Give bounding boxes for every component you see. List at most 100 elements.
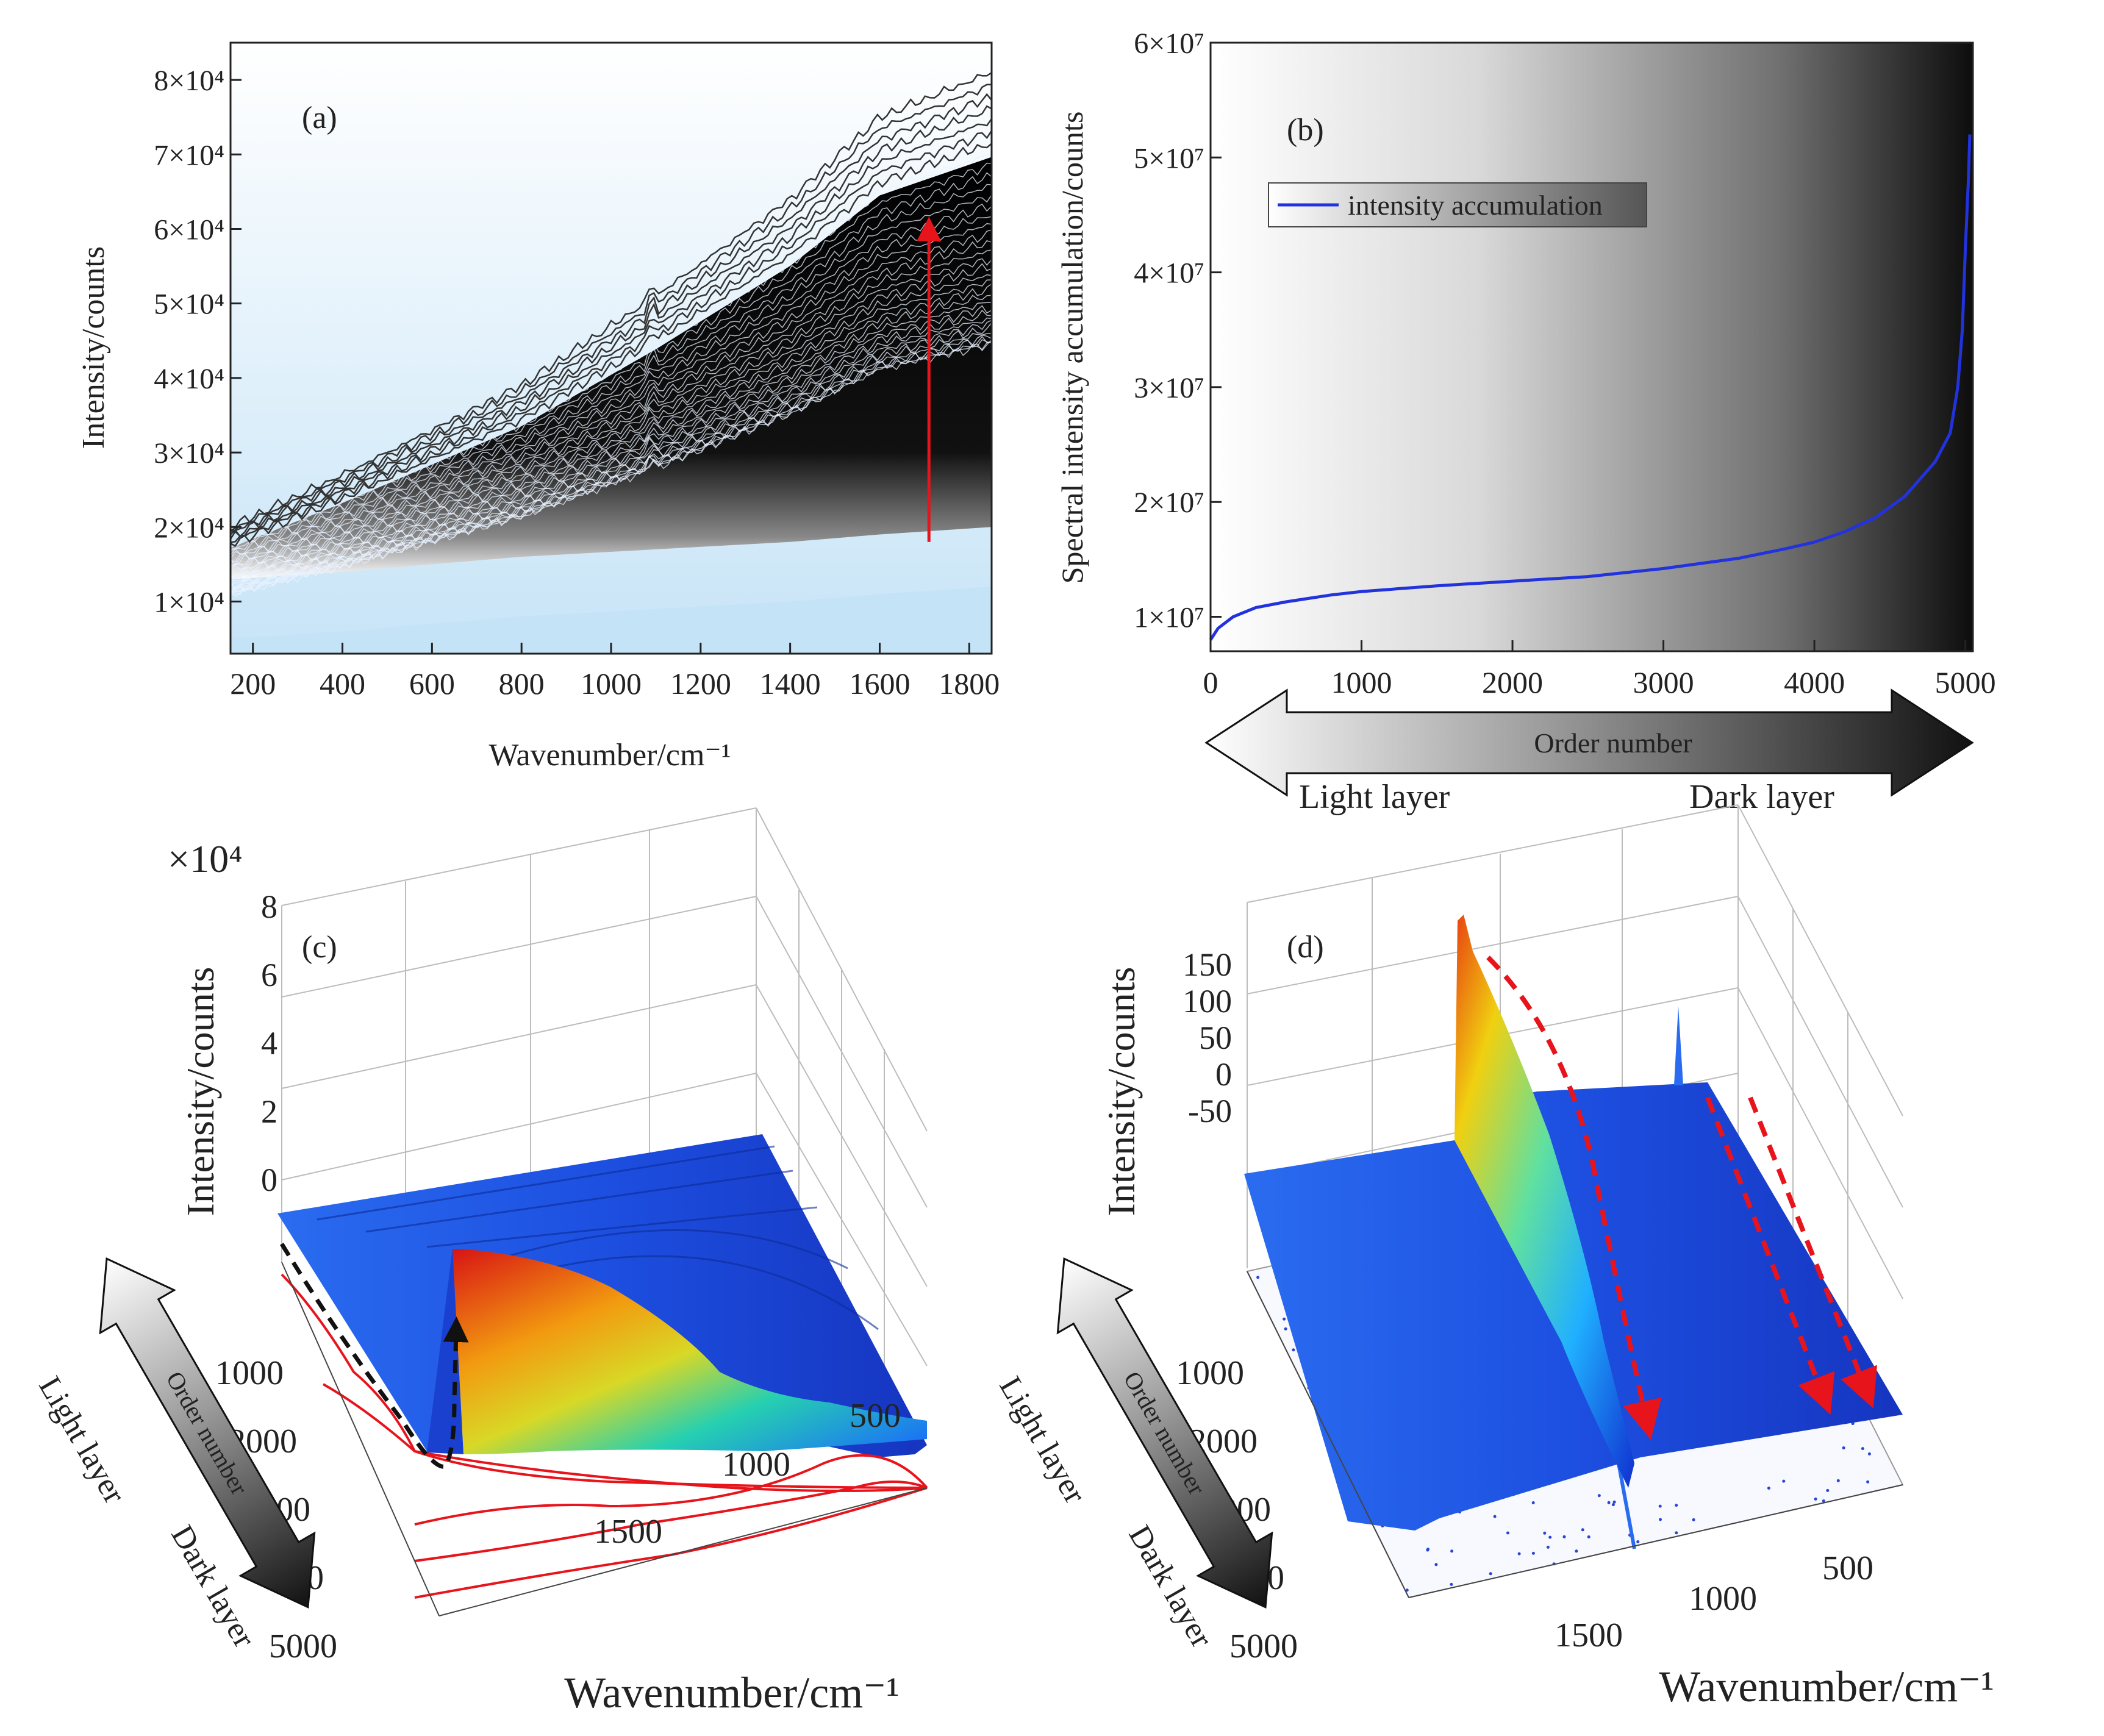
light-layer-text: Light layer xyxy=(992,1371,1092,1509)
axis-line xyxy=(281,1262,440,1616)
x-tick-label: 800 xyxy=(499,666,545,701)
x-tick-label: 1600 xyxy=(849,666,910,701)
y-tick-label: 5×10⁴ xyxy=(154,288,224,321)
red-projection-line xyxy=(414,1481,928,1562)
panel-d-small-peak xyxy=(1674,1006,1683,1085)
panel-d-wavenumber-ticks: 500 1000 1500 xyxy=(1555,1549,1873,1654)
y-tick-label: 2×10⁷ xyxy=(1134,487,1204,519)
panel-c-grid xyxy=(281,807,928,1415)
spectrum-line xyxy=(230,172,992,552)
panel-c-surface-color-lower xyxy=(427,1249,463,1454)
panel-a-xlabel: Wavenumber/cm⁻¹ xyxy=(489,738,731,773)
order-tick-label: 1000 xyxy=(215,1354,284,1392)
floor-dot xyxy=(1636,1540,1640,1543)
ridge-line xyxy=(426,1206,818,1248)
floor-dot xyxy=(1531,1551,1535,1555)
panel-d-light-layer: Light layer xyxy=(992,1371,1092,1509)
floor-dot xyxy=(1597,1494,1601,1498)
panel-b-label: (b) xyxy=(1287,113,1324,148)
x-tick-label: 2000 xyxy=(1482,665,1543,699)
floor-dot xyxy=(1822,1499,1825,1502)
y-tick-label: 7×10⁴ xyxy=(154,139,224,171)
y-tick-label: 6×10⁷ xyxy=(1134,27,1204,60)
floor-dot xyxy=(1866,1480,1870,1484)
spectrum-line xyxy=(230,295,992,585)
floor-dot xyxy=(1548,1535,1552,1539)
floor-dot xyxy=(1426,1548,1430,1552)
order-number-arrow-shape xyxy=(1204,688,1974,797)
floor-dot xyxy=(1517,1552,1521,1556)
grid-line xyxy=(281,896,757,998)
grid-line xyxy=(1247,896,1739,995)
panel-c-ridges xyxy=(317,1145,879,1331)
y-tick-label: 2×10⁴ xyxy=(154,512,224,544)
z-tick-label: -50 xyxy=(1188,1093,1232,1129)
spectrum-line xyxy=(230,203,992,563)
order-tick-label: 1000 xyxy=(1176,1354,1244,1392)
red-projection-line xyxy=(281,1273,928,1489)
spectrum-line xyxy=(230,258,992,575)
x-tick-label: 1000 xyxy=(1331,665,1392,699)
x-tick-label: 600 xyxy=(409,666,455,701)
wavenumber-tick-label: 500 xyxy=(850,1397,901,1435)
x-tick-label: 4000 xyxy=(1784,665,1845,699)
wavenumber-tick-label: 500 xyxy=(1822,1549,1873,1587)
floor-dot xyxy=(1543,1531,1547,1535)
red-projection-line xyxy=(414,1454,928,1526)
x-tick-label: 1200 xyxy=(670,666,731,701)
ridge-line xyxy=(365,1170,793,1233)
floor-dot xyxy=(1867,1452,1871,1456)
panel-c-zlabel: Intensity/counts xyxy=(179,967,222,1216)
y-tick-label: 1×10⁷ xyxy=(1134,602,1204,634)
spectrum-line xyxy=(230,143,992,548)
floor-dot xyxy=(1767,1487,1770,1490)
floor-dot xyxy=(1284,1327,1287,1331)
spectrum-line xyxy=(230,305,992,586)
z-tick-label: 4 xyxy=(261,1025,277,1062)
panel-c-wavenumber-ticks: 500 1000 1500 xyxy=(594,1397,901,1551)
floor-dot xyxy=(1659,1518,1662,1521)
wavenumber-tick-label: 1500 xyxy=(1555,1616,1623,1654)
panel-a: 200 400 600 800 1000 1200 1400 1600 1800 1×10⁴ 2×… xyxy=(76,41,1000,773)
grid-line xyxy=(281,807,757,906)
panel-b-plot-bg xyxy=(1211,43,1973,651)
spectrum-line xyxy=(230,263,992,579)
panel-b-frame xyxy=(1209,41,1974,652)
ridge-line xyxy=(487,1229,848,1270)
floor-dot xyxy=(1506,1531,1509,1535)
axis-line xyxy=(1247,1271,1409,1598)
spectrum-line xyxy=(230,274,992,580)
floor-dot xyxy=(1531,1501,1535,1504)
panel-a-ylabel: Intensity/counts xyxy=(76,246,111,449)
order-tick-label: 5000 xyxy=(1229,1627,1298,1665)
z-tick-label: 150 xyxy=(1183,946,1232,983)
floor-dot xyxy=(1607,1501,1611,1504)
z-tick-label: 0 xyxy=(1215,1056,1232,1093)
spectrum-line xyxy=(230,130,993,543)
y-tick-label: 4×10⁴ xyxy=(154,363,224,395)
panel-c-xlabel: Wavenumber/cm⁻¹ xyxy=(564,1668,900,1717)
panel-b-x-ticks: 0 1000 2000 3000 4000 5000 xyxy=(1203,640,1996,699)
floor-dot xyxy=(1283,1317,1286,1321)
floor-dot xyxy=(1581,1528,1584,1532)
y-tick-label: 3×10⁷ xyxy=(1134,372,1204,404)
z-tick-label: 8 xyxy=(261,888,277,925)
y-tick-label: 3×10⁴ xyxy=(154,437,224,470)
spectrum-line xyxy=(230,154,992,550)
panel-d-red-arrows xyxy=(1486,956,1877,1440)
floor-dot xyxy=(1861,1447,1864,1451)
spectrum-line xyxy=(230,339,992,597)
order-tick-label: 5000 xyxy=(269,1627,337,1665)
y-tick-label: 4×10⁷ xyxy=(1134,257,1204,290)
x-tick-label: 1800 xyxy=(939,666,1000,701)
x-tick-label: 0 xyxy=(1203,665,1218,699)
floor-dot xyxy=(1575,1549,1578,1553)
panel-d-peak-band xyxy=(1455,915,1634,1488)
z-tick-label: 50 xyxy=(1199,1020,1232,1056)
floor-dot xyxy=(1611,1503,1615,1507)
floor-dot xyxy=(1450,1582,1453,1586)
spectrum-line xyxy=(230,223,992,566)
light-layer-text: Light layer xyxy=(32,1371,132,1509)
